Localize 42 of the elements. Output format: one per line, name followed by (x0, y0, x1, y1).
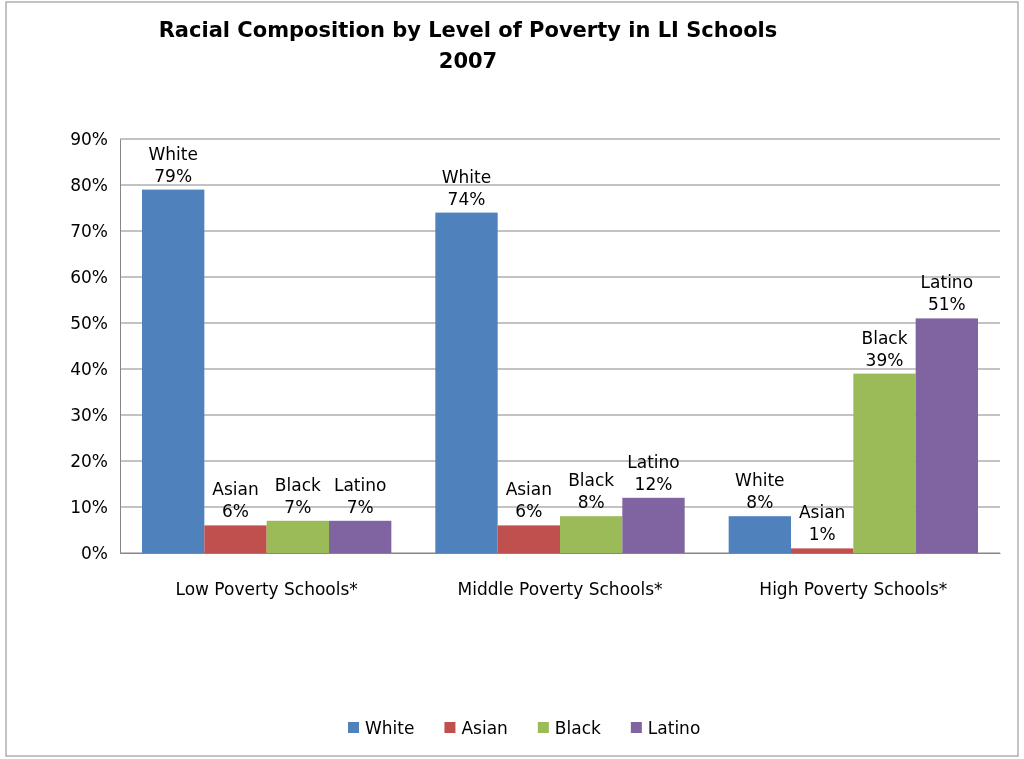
bar (204, 525, 267, 553)
y-tick-label: 20% (70, 450, 108, 471)
y-tick-label: 60% (70, 266, 108, 287)
data-label: Latino 7% (333, 474, 387, 517)
y-tick-label: 0% (81, 542, 108, 563)
y-tick-label: 90% (70, 128, 108, 149)
y-tick-label: 30% (70, 404, 108, 425)
bar (791, 548, 854, 553)
data-label: Latino 51% (920, 272, 974, 315)
y-tick-label: 40% (70, 358, 108, 379)
x-tick-label: High Poverty Schools* (759, 579, 948, 600)
data-label: White 79% (148, 143, 198, 186)
data-label: Asian 6% (212, 479, 259, 522)
bar (497, 525, 560, 553)
legend-label: Black (554, 718, 601, 738)
legend-label: White (365, 718, 415, 738)
chart-title: Racial Composition by Level of Poverty in LI Schools 2007 (158, 18, 778, 73)
legend-label: Asian (461, 718, 508, 738)
bar (266, 520, 329, 553)
data-label: White 8% (735, 470, 785, 513)
bar (853, 373, 916, 553)
y-tick-label: 10% (70, 496, 108, 517)
x-tick-label: Low Poverty Schools* (175, 579, 358, 600)
bar (329, 520, 392, 553)
data-label: Black 39% (861, 327, 908, 370)
bar (728, 516, 791, 553)
bar (435, 212, 498, 553)
x-tick-label: Middle Poverty Schools* (457, 579, 663, 600)
data-label: Asian 6% (505, 479, 553, 522)
legend-label: Latino (647, 718, 701, 738)
data-label: White 74% (441, 166, 492, 209)
bar (622, 497, 685, 553)
bar (560, 516, 623, 553)
bar (142, 189, 205, 553)
y-tick-label: 80% (70, 174, 108, 195)
data-label: Latino 12% (627, 451, 680, 494)
y-tick-label: 50% (70, 312, 108, 333)
y-tick-label: 70% (70, 220, 108, 241)
data-label: Asian 1% (798, 502, 846, 545)
data-label: Black 8% (568, 470, 615, 513)
bar (915, 318, 978, 553)
data-label: Black 7% (274, 474, 321, 517)
